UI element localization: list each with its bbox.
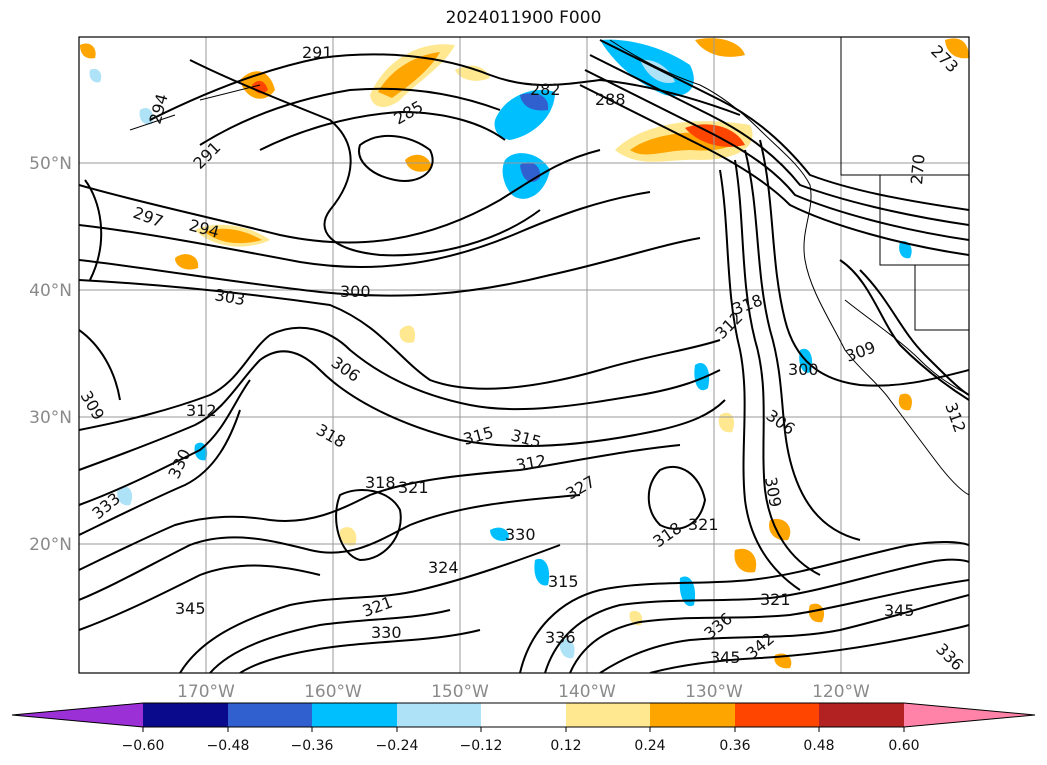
colorbar-tick-label: −0.24 (376, 738, 419, 754)
longitude-label: 170°W (177, 682, 235, 702)
contour-label: 270 (907, 153, 929, 185)
contour-lines (79, 39, 969, 673)
contour-label: 318 (365, 473, 396, 492)
latitude-label: 20°N (29, 535, 72, 555)
map-frame (78, 36, 970, 674)
latitude-labels: 50°N 40°N 30°N 20°N (29, 154, 72, 555)
contour-label: 336 (545, 628, 576, 647)
colorbar-segment (650, 703, 735, 727)
contour-label: 282 (530, 80, 561, 99)
latitude-label: 50°N (29, 154, 72, 174)
contour-label: 315 (548, 572, 579, 591)
colorbar-segment (481, 703, 566, 727)
contour-label: 330 (505, 525, 536, 544)
longitude-labels: 170°W 160°W 150°W 140°W 130°W 120°W (177, 682, 870, 702)
contour-label: 291 (302, 43, 333, 62)
longitude-label: 140°W (558, 682, 616, 702)
contour-label: 288 (595, 90, 626, 109)
contour-label: 345 (175, 599, 206, 618)
colorbar-tick-label: 0.48 (803, 738, 834, 754)
longitude-label: 130°W (685, 682, 743, 702)
longitude-label: 150°W (431, 682, 489, 702)
contour-label: 330 (371, 623, 402, 642)
contour-label: 324 (428, 558, 459, 577)
colorbar-segment (143, 703, 228, 727)
colorbar-tick-label: 0.12 (550, 738, 581, 754)
contour-label: 321 (398, 478, 429, 497)
colorbar-tick-label: −0.36 (291, 738, 334, 754)
contour-label: 321 (760, 590, 791, 609)
contour-label-group: 291 294 291 297 294 285 282 288 303 300 … (79, 41, 969, 673)
colorbar-tick-label: −0.60 (122, 738, 165, 754)
map-title: 2024011900 F000 (445, 8, 602, 28)
colorbar-segment (228, 703, 312, 727)
colorbar-segment (397, 703, 481, 727)
colorbar-tick-label: 0.24 (634, 738, 665, 754)
contour-label: 312 (186, 401, 217, 420)
contour-label: 345 (884, 601, 915, 620)
colorbar-tick-label: 0.36 (719, 738, 750, 754)
colorbar-segment (566, 703, 650, 727)
longitude-label: 120°W (812, 682, 870, 702)
latitude-label: 40°N (29, 281, 72, 301)
graticule (79, 37, 969, 673)
colorbar-tick-label: −0.12 (460, 738, 503, 754)
colorbar-tick-label: −0.48 (207, 738, 250, 754)
map-panel: 291 294 291 297 294 285 282 288 303 300 … (79, 37, 969, 673)
contour-label: 300 (340, 282, 371, 301)
longitude-label: 160°W (304, 682, 362, 702)
colorbar-tick-label: 0.60 (888, 738, 919, 754)
colorbar: −0.60 −0.48 −0.36 −0.24 −0.12 0.12 0.24 … (11, 702, 1036, 754)
contour-label: 300 (788, 360, 819, 379)
coastlines (129, 37, 969, 496)
colorbar-segment (819, 703, 904, 727)
colorbar-segment (12, 703, 143, 727)
colorbar-segment (904, 703, 1035, 727)
contour-label: 345 (710, 648, 741, 667)
contour-label: 321 (688, 515, 719, 534)
colorbar-segment (312, 703, 397, 727)
colorbar-segment (735, 703, 819, 727)
latitude-label: 30°N (29, 408, 72, 428)
